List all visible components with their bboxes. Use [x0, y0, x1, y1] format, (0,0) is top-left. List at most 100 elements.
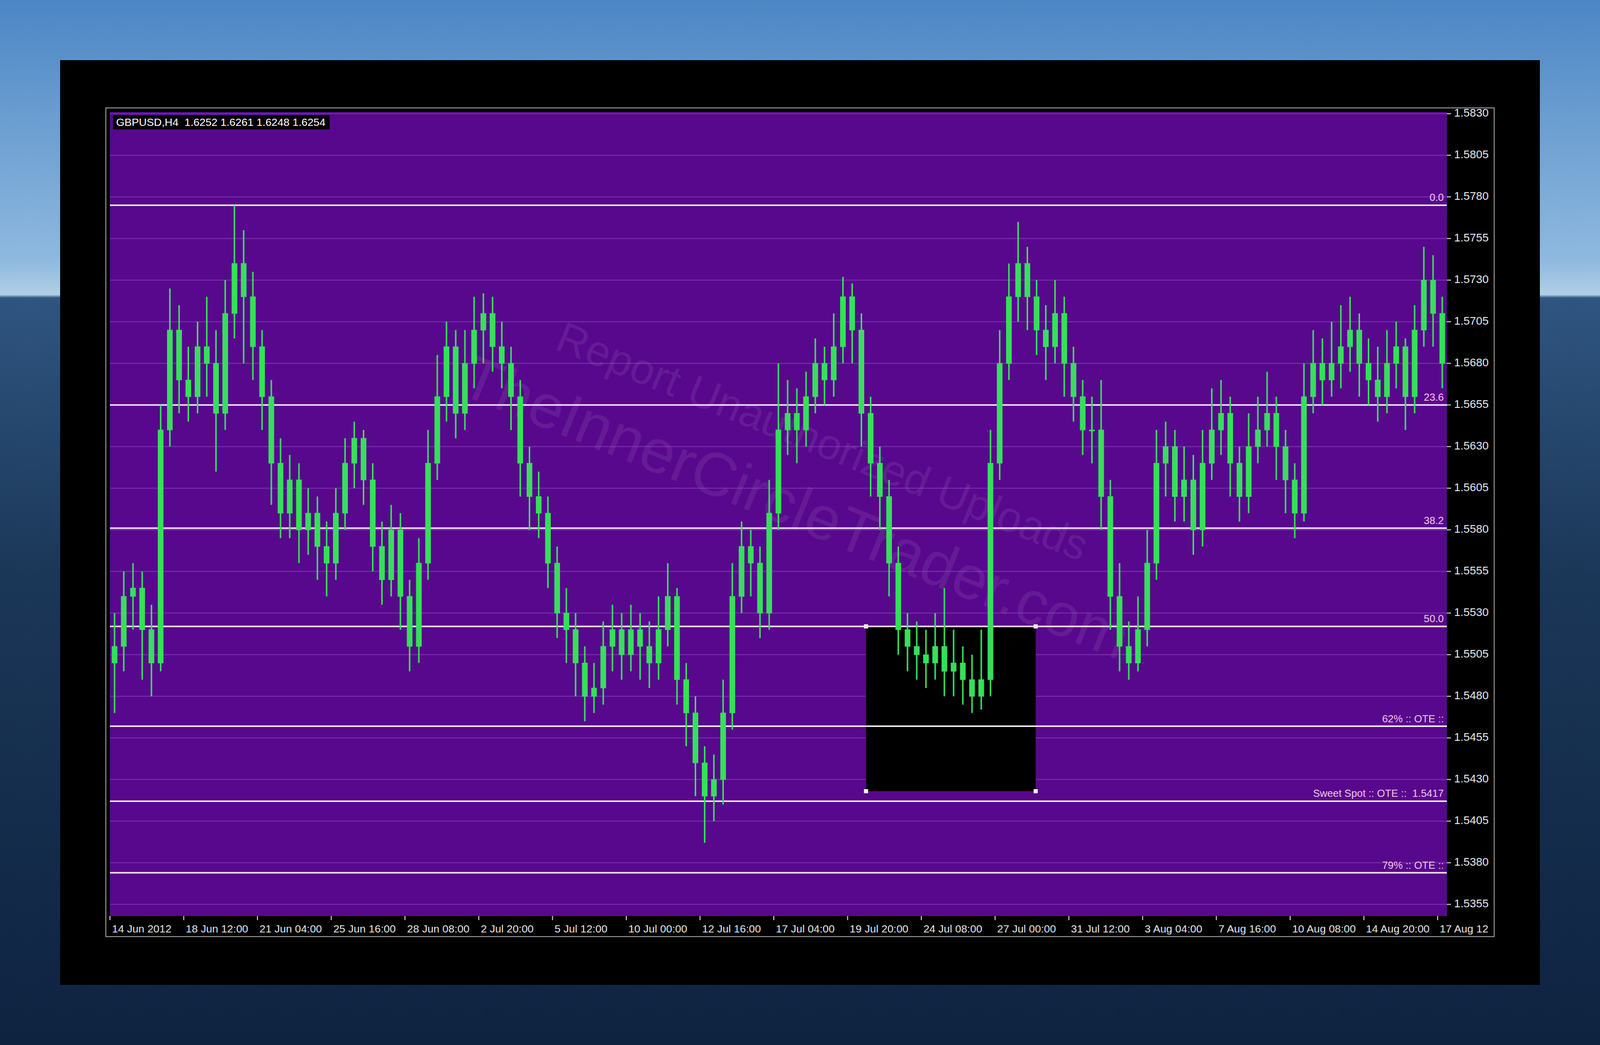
candle-body	[1208, 430, 1215, 464]
candle-body	[453, 346, 459, 414]
candle-body	[1255, 430, 1261, 447]
candle-body	[748, 546, 754, 564]
candle-body	[1347, 329, 1353, 347]
candle-body	[656, 629, 662, 664]
candle-body	[1411, 329, 1418, 397]
x-tick	[625, 916, 627, 921]
candle-body	[222, 313, 228, 414]
candle-body	[112, 646, 118, 663]
candle-body	[932, 646, 938, 663]
candle-body	[434, 396, 440, 464]
candle-body	[351, 438, 358, 464]
y-tick-label: 1.5705	[1454, 314, 1489, 328]
candle-wick	[1330, 321, 1333, 397]
candle-body	[628, 629, 634, 656]
candle-body	[978, 679, 984, 697]
fib-label: 50.0	[1423, 612, 1444, 625]
x-tick-label: 14 Aug 20:00	[1365, 922, 1430, 935]
x-tick	[994, 916, 996, 921]
candle-body	[997, 363, 1003, 463]
x-tick	[847, 916, 849, 921]
candle-body	[158, 430, 164, 664]
candle-body	[1338, 346, 1344, 364]
candle-body	[683, 679, 690, 714]
y-tick	[1446, 862, 1451, 864]
candle-body	[167, 329, 173, 430]
candle-body	[1430, 280, 1436, 314]
candle-body	[213, 363, 219, 414]
watermark: Report Unauthorized UploadsTheInnerCircl…	[452, 285, 1163, 673]
candle-body	[849, 296, 855, 331]
candle-body	[757, 563, 763, 613]
candle-body	[665, 596, 671, 630]
candle-body	[941, 646, 947, 672]
candle-body	[1126, 646, 1132, 663]
candle-body	[176, 329, 182, 380]
y-tick	[1446, 612, 1451, 614]
candle-body	[600, 646, 606, 688]
grid-line	[109, 279, 1447, 281]
y-tick	[1446, 820, 1451, 822]
candle-body	[1154, 463, 1160, 564]
candle-wick	[943, 588, 946, 697]
candle-body	[1393, 346, 1399, 364]
zone-handle	[863, 789, 868, 794]
candle-body	[480, 313, 487, 330]
candle-body	[1107, 496, 1113, 597]
x-tick-label: 17 Jul 04:00	[775, 922, 835, 935]
title: GBPUSD,H4 1.6252 1.6261 1.6248 1.6254	[116, 116, 326, 128]
candle-body	[1098, 430, 1104, 497]
x-tick	[1289, 916, 1291, 921]
candle-body	[1245, 446, 1252, 497]
candle-body	[785, 413, 791, 430]
fib-label: 0.0	[1429, 191, 1444, 203]
candle-body	[720, 713, 726, 780]
x-tick	[1215, 916, 1217, 921]
x-tick-label: 25 Jun 16:00	[333, 922, 396, 935]
candle-body	[462, 363, 468, 414]
candle-body	[1227, 413, 1233, 463]
grid-line	[109, 154, 1447, 156]
candle-body	[1421, 280, 1427, 330]
candle-body	[646, 646, 653, 663]
grid-line	[109, 113, 1447, 115]
candle-body	[766, 513, 772, 613]
y-tick	[1446, 737, 1451, 739]
grid-line	[109, 778, 1447, 780]
grid-line	[109, 237, 1447, 239]
candle-body	[1384, 363, 1390, 397]
candle-body	[545, 513, 551, 564]
candle-body	[803, 396, 809, 431]
y-tick-label: 1.5555	[1454, 564, 1489, 578]
y-tick-label: 1.5430	[1454, 772, 1489, 786]
candle-body	[738, 546, 744, 597]
y-tick-label: 1.5730	[1454, 272, 1489, 286]
fib-label: 23.6	[1423, 391, 1444, 403]
candle-body	[1356, 329, 1363, 364]
candle-body	[1402, 346, 1408, 397]
candle-body	[794, 413, 800, 430]
grid-line	[109, 654, 1447, 656]
candle-body	[296, 479, 302, 530]
plot-area	[109, 112, 1447, 917]
candle-body	[517, 396, 524, 464]
candle-body	[231, 263, 237, 314]
y-tick-label: 1.5380	[1454, 855, 1489, 869]
fib-level	[109, 871, 1447, 874]
candle-body	[397, 529, 403, 597]
candle-body	[619, 629, 625, 656]
candle-body	[194, 346, 200, 397]
candle-body	[1033, 296, 1039, 331]
candle-body	[582, 662, 588, 697]
candle-body	[859, 329, 865, 414]
x-tick	[183, 916, 185, 921]
candle-body	[416, 563, 422, 647]
candle-body	[314, 513, 321, 547]
candle-body	[1310, 363, 1316, 397]
candle-body	[637, 629, 643, 647]
watermark-text: TheInnerCircleTrader.com	[452, 341, 1140, 673]
candle-body	[471, 329, 477, 364]
y-tick-label: 1.5530	[1454, 605, 1489, 619]
y-tick	[1446, 113, 1451, 115]
x-tick	[773, 916, 775, 921]
